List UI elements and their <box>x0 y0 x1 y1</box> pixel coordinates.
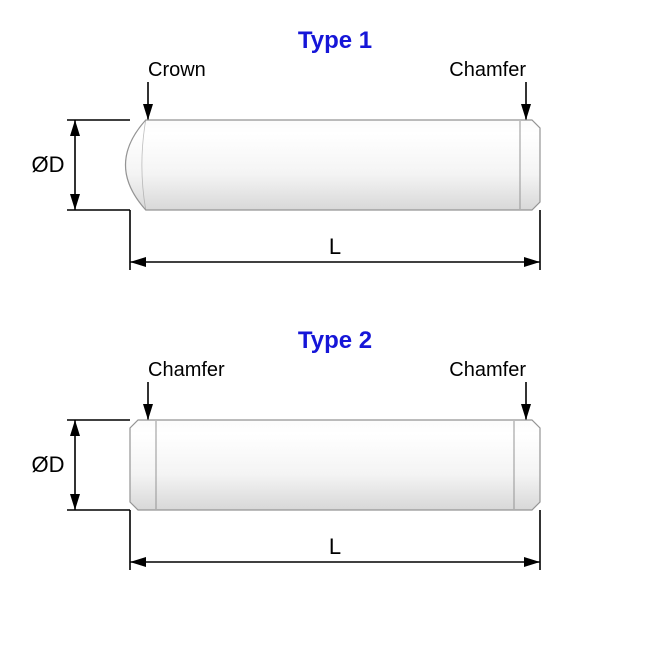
svg-text:ØD: ØD <box>32 152 65 177</box>
svg-text:Type 2: Type 2 <box>298 327 372 354</box>
svg-text:Chamfer: Chamfer <box>449 359 526 381</box>
svg-text:Type 1: Type 1 <box>298 27 372 54</box>
svg-text:ØD: ØD <box>32 452 65 477</box>
svg-text:Chamfer: Chamfer <box>449 59 526 81</box>
svg-text:L: L <box>329 234 341 259</box>
svg-text:L: L <box>329 534 341 559</box>
svg-text:Crown: Crown <box>148 59 206 81</box>
svg-text:Chamfer: Chamfer <box>148 359 225 381</box>
